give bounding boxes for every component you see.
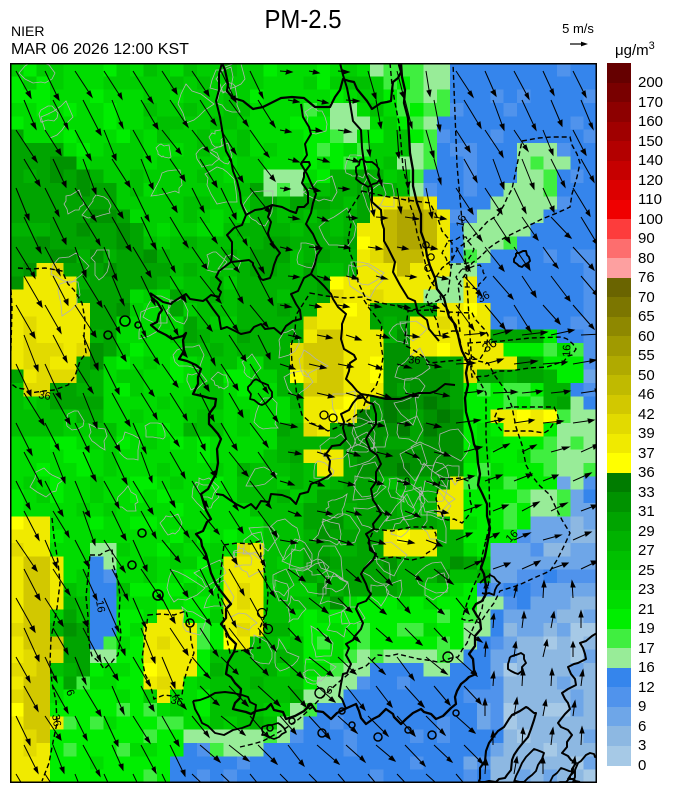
svg-text:6: 6 <box>63 688 76 698</box>
svg-text:36: 36 <box>169 694 184 709</box>
svg-text:16: 16 <box>454 214 469 229</box>
svg-text:36: 36 <box>408 354 421 367</box>
svg-text:36: 36 <box>49 713 63 727</box>
svg-text:36: 36 <box>479 335 499 356</box>
svg-text:16: 16 <box>93 599 107 613</box>
svg-text:6: 6 <box>325 684 333 697</box>
svg-text:16: 16 <box>561 344 573 357</box>
svg-text:36: 36 <box>37 389 51 403</box>
